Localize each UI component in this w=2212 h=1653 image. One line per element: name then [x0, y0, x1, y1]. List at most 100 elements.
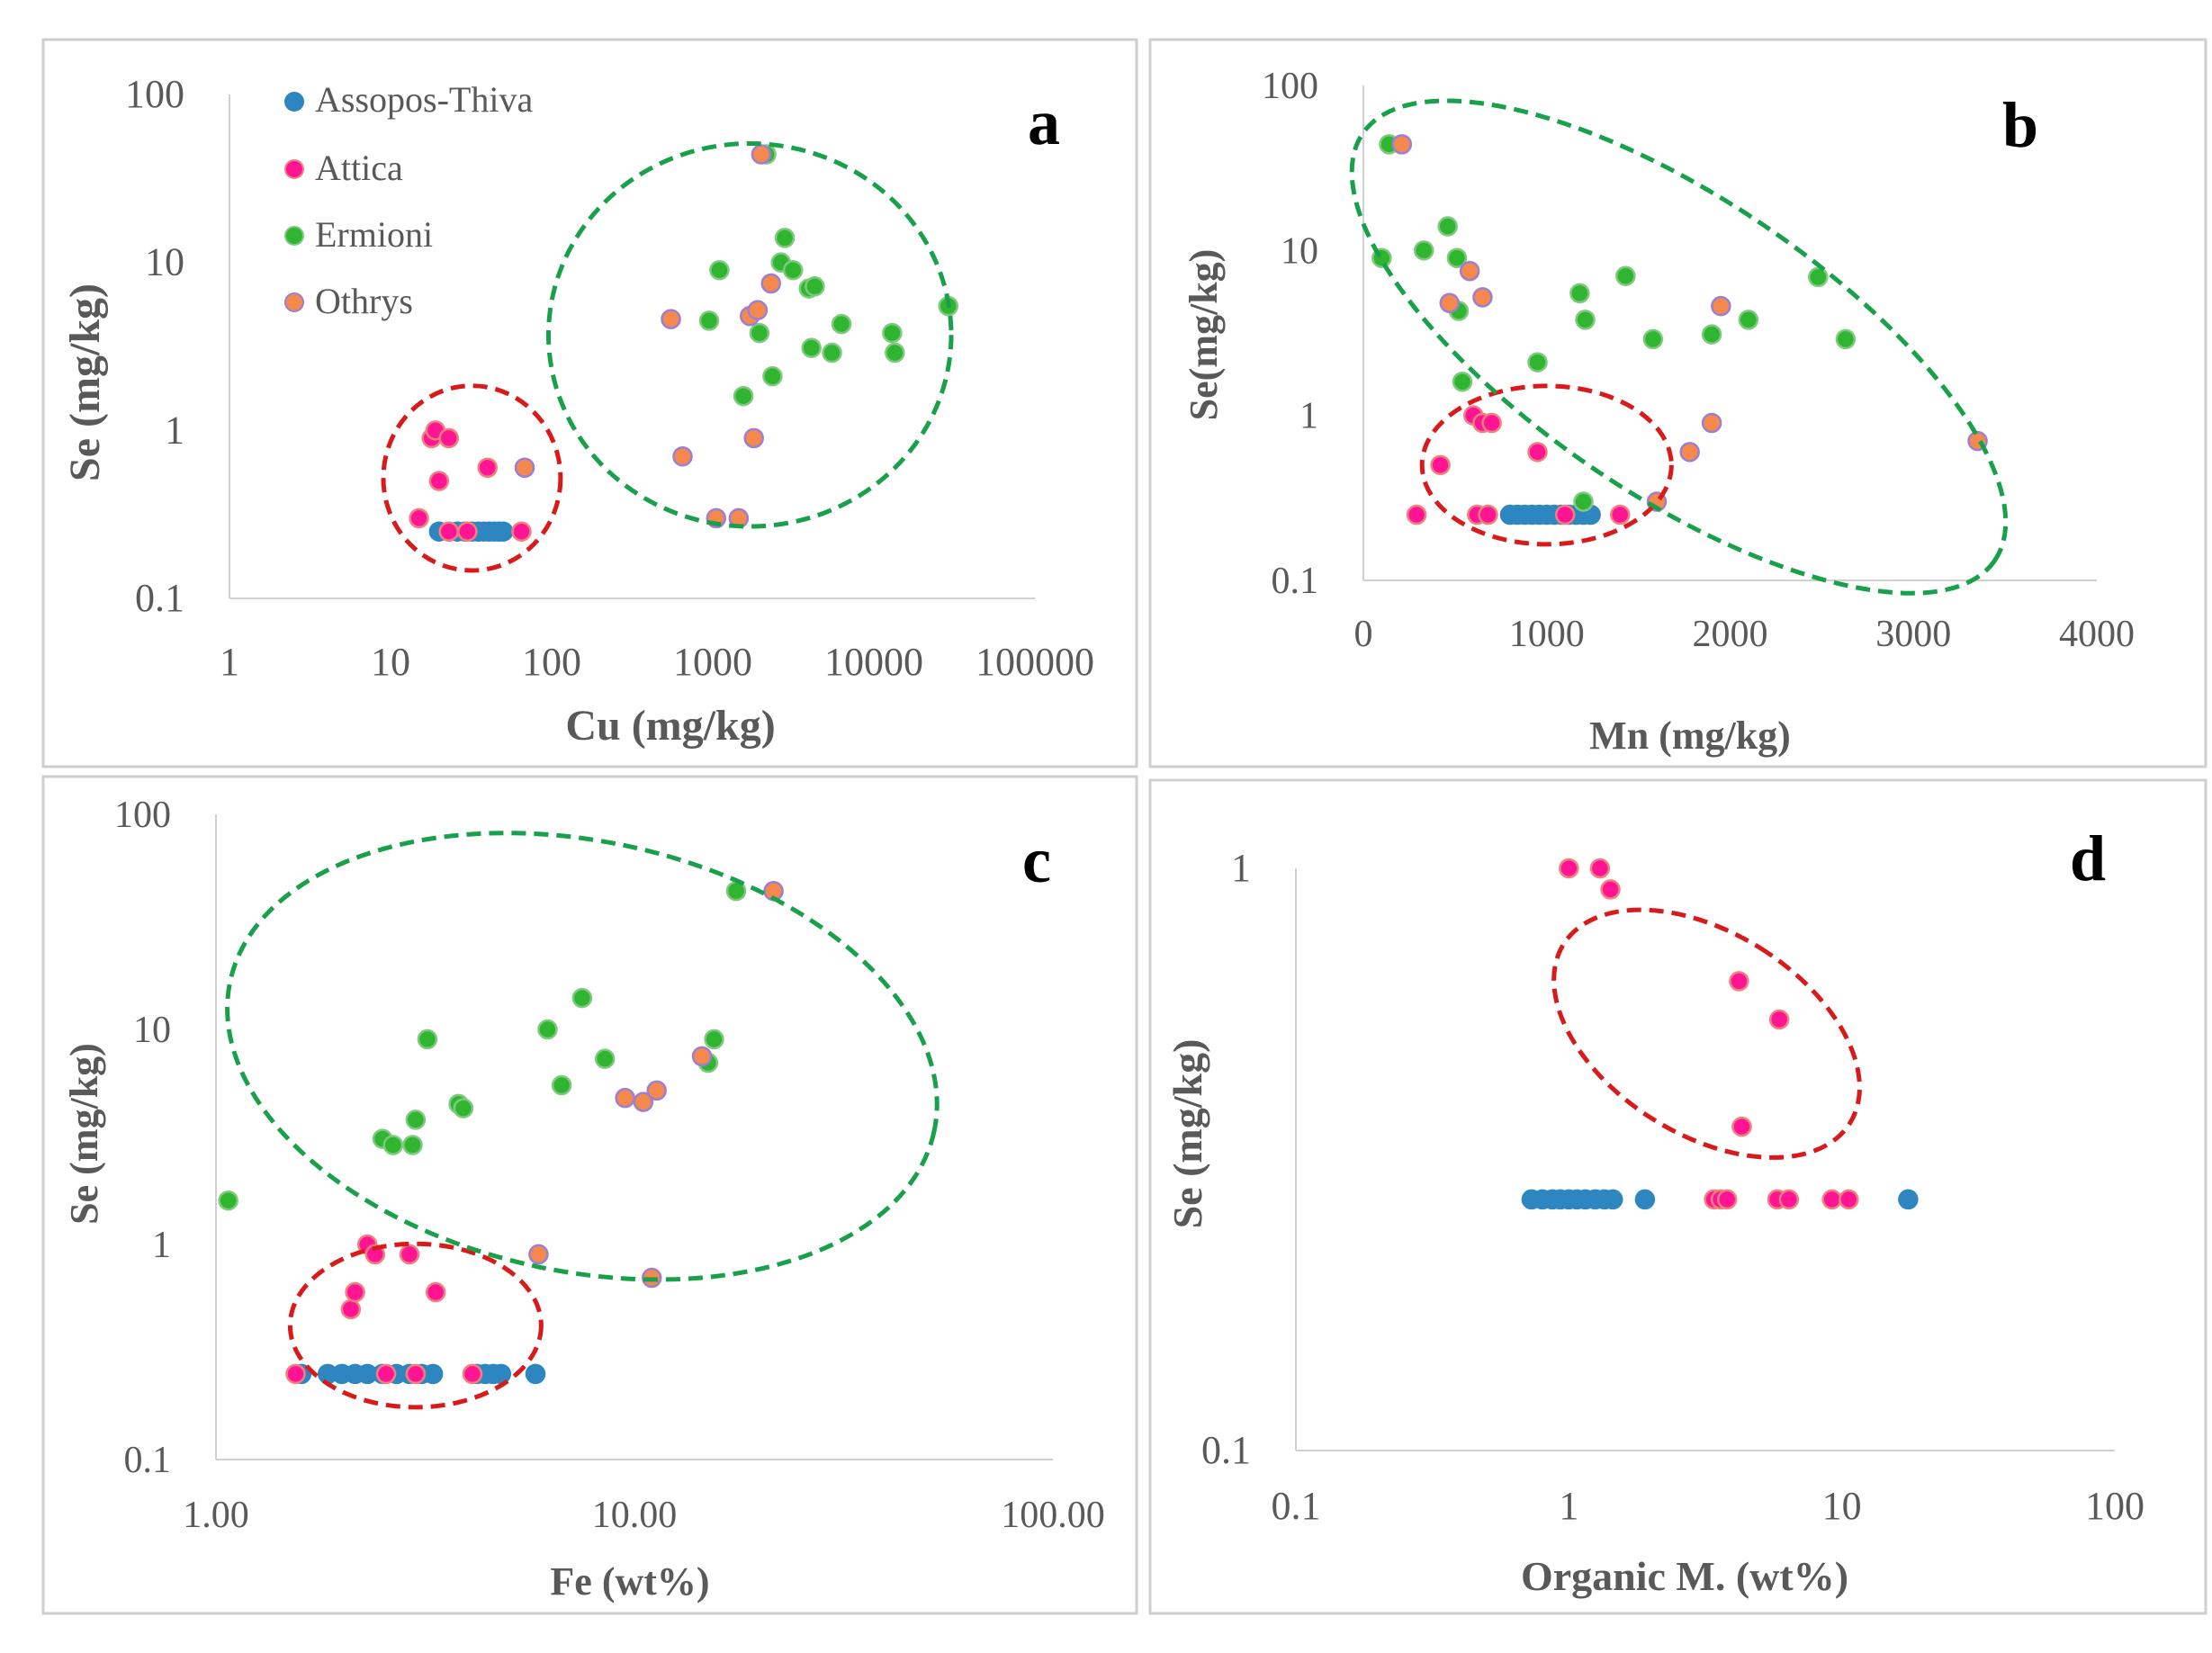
- data-point: [1821, 1189, 1842, 1210]
- data-point: [743, 427, 764, 449]
- y-tick-label: 1: [165, 408, 184, 452]
- data-point: [646, 1080, 667, 1101]
- panel-d: d Organic M. (wt%) Se (mg/kg) 0.1 1 0.1 1 10…: [1148, 778, 2208, 1615]
- y-axis-label: Se (mg/kg): [62, 1043, 106, 1225]
- data-point: [633, 1092, 654, 1112]
- data-point: [511, 521, 532, 542]
- data-point: [1701, 324, 1722, 345]
- data-point: [1472, 287, 1493, 308]
- x-tick-label: 0.1: [1272, 1484, 1321, 1528]
- data-point: [417, 1029, 438, 1050]
- panel-frame: [1148, 778, 2208, 1615]
- y-tick-label: 10: [133, 1010, 171, 1051]
- data-point: [1615, 265, 1636, 286]
- x-axis-label: Organic M. (wt%): [1521, 1553, 1848, 1599]
- data-point: [1437, 216, 1458, 237]
- y-axis-label: Se(mg/kg): [1182, 249, 1226, 421]
- x-tick-label: 3000: [1875, 614, 1951, 655]
- data-point: [364, 1244, 386, 1265]
- y-axis-label: Se (mg/kg): [61, 283, 109, 481]
- data-point: [1603, 1189, 1623, 1210]
- data-point: [698, 310, 720, 331]
- data-point: [1527, 442, 1548, 463]
- group-ellipse: [546, 140, 954, 529]
- data-point: [782, 259, 804, 281]
- panel-a: a Cu (mg/kg) Se (mg/kg) 0.1 1 10 100 1 10 100 1…: [41, 38, 1138, 768]
- data-point: [704, 1029, 724, 1050]
- data-point: [1835, 328, 1857, 350]
- y-tick-label: 100: [114, 795, 171, 836]
- data-point: [477, 457, 499, 478]
- data-point: [1679, 442, 1700, 463]
- data-point: [1391, 134, 1413, 155]
- y-axis-label: Se (mg/kg): [1164, 1039, 1210, 1229]
- x-tick-label: 10000: [824, 640, 923, 684]
- x-tick-label: 1.00: [183, 1495, 249, 1536]
- data-point: [1711, 295, 1731, 317]
- data-point: [340, 1298, 362, 1320]
- panel-letter: c: [1022, 824, 1051, 896]
- panel-letter: a: [1028, 86, 1060, 158]
- data-point: [1554, 504, 1576, 526]
- data-point: [1446, 247, 1468, 268]
- legend-item: Attica: [284, 148, 403, 188]
- data-point: [594, 1048, 616, 1069]
- legend-marker: [284, 92, 304, 112]
- data-point: [1839, 1189, 1859, 1210]
- data-point: [1642, 328, 1664, 350]
- data-point: [1413, 240, 1434, 261]
- data-point: [405, 1109, 427, 1130]
- data-point: [1575, 310, 1596, 330]
- panel-letter: b: [2002, 89, 2038, 161]
- data-point: [1738, 310, 1759, 330]
- data-point: [453, 1098, 474, 1118]
- legend-marker: [284, 159, 304, 179]
- y-tick-label: 0.1: [1272, 561, 1319, 602]
- data-point: [801, 337, 822, 358]
- data-point: [537, 1019, 558, 1040]
- x-tick-label: 10: [1822, 1484, 1862, 1528]
- data-point: [1634, 1189, 1656, 1210]
- data-point: [490, 1363, 512, 1385]
- data-point: [1589, 858, 1611, 879]
- data-point: [1731, 1116, 1752, 1137]
- data-point: [709, 259, 730, 281]
- data-point: [405, 1363, 427, 1385]
- x-tick-label: 100: [2085, 1484, 2145, 1528]
- data-point: [1610, 504, 1631, 526]
- data-point: [822, 342, 842, 364]
- data-point: [425, 1281, 446, 1303]
- legend-label: Othrys: [315, 281, 413, 321]
- data-point: [1406, 504, 1427, 526]
- group-ellipse: [225, 831, 940, 1282]
- data-point: [1569, 283, 1590, 304]
- y-tick-label: 0.1: [1201, 1428, 1251, 1472]
- panel-frame: [41, 38, 1138, 768]
- data-point: [885, 342, 905, 364]
- data-point: [1716, 1189, 1738, 1210]
- legend-item: Assopos-Thiva: [284, 79, 533, 120]
- x-axis-label: Cu (mg/kg): [565, 702, 775, 750]
- legend-label: Ermioni: [315, 214, 433, 255]
- data-point: [1527, 352, 1548, 373]
- panel-frame: [41, 775, 1138, 1615]
- x-tick-label: 0: [1354, 614, 1373, 655]
- data-point: [672, 445, 693, 467]
- y-tick-label: 100: [1262, 66, 1318, 107]
- legend: Assopos-Thiva Attica Ermioni Othrys: [284, 79, 533, 321]
- data-point: [285, 1363, 306, 1385]
- data-point: [492, 521, 514, 542]
- legend-item: Ermioni: [284, 214, 433, 255]
- x-axis-label: Mn (mg/kg): [1589, 714, 1791, 758]
- y-tick-label: 1: [1299, 396, 1318, 437]
- data-point: [422, 1363, 444, 1385]
- data-point: [462, 1363, 483, 1385]
- data-point: [1481, 412, 1502, 434]
- x-tick-label: 100.00: [1001, 1495, 1105, 1536]
- data-point: [751, 144, 772, 165]
- data-point: [882, 322, 903, 344]
- data-point: [1600, 879, 1621, 900]
- y-tick-label: 10: [145, 240, 184, 284]
